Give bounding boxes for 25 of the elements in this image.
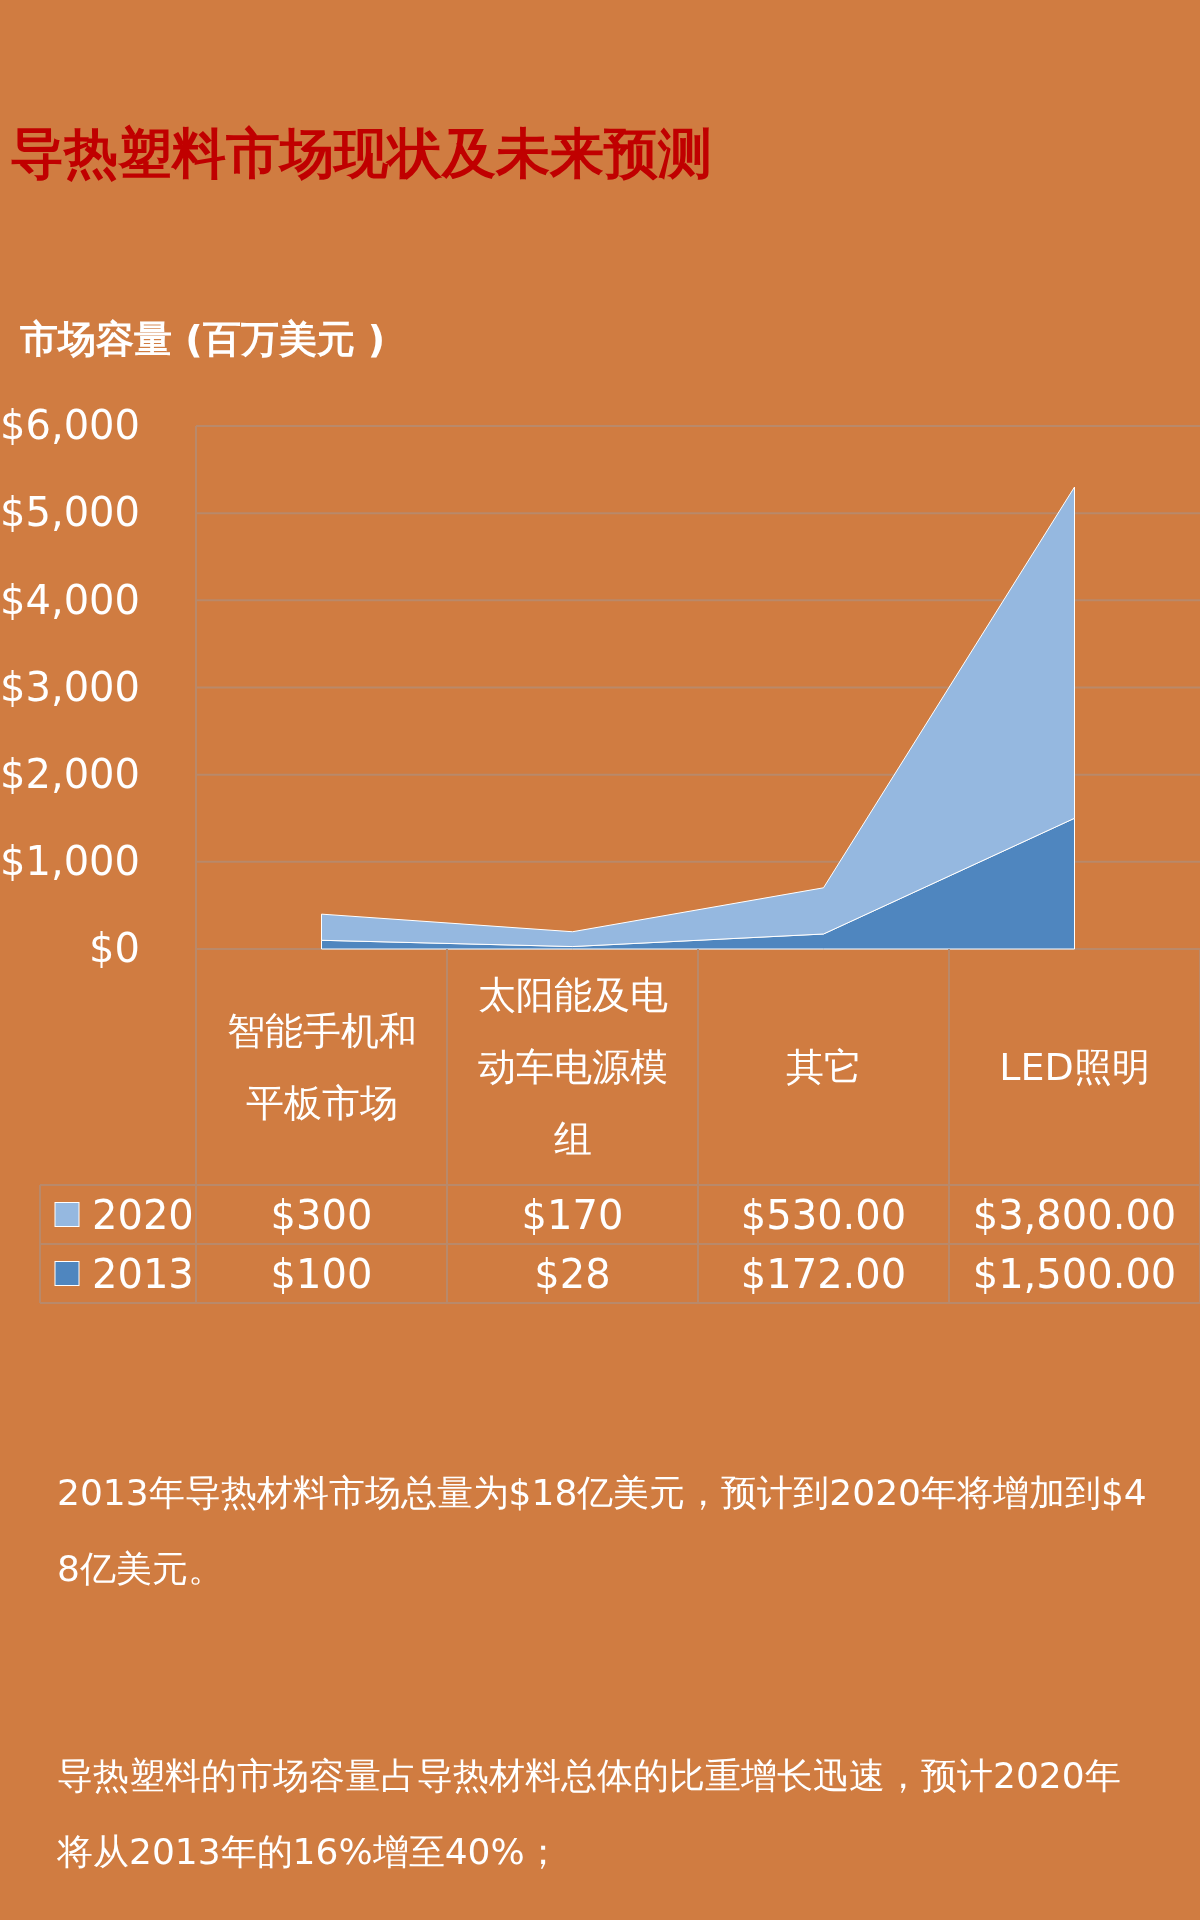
data-label: $172.00	[740, 1250, 907, 1297]
data-label: $100	[270, 1250, 373, 1297]
data-label: $300	[270, 1191, 373, 1238]
x-tick-label: 太阳能及电动车电源模组	[477, 973, 668, 1161]
x-tick-label: LED照明	[999, 1045, 1150, 1089]
text: 2013年导热材料市场总量为$18亿美元，预计到2020年将增加到$48亿美元。	[57, 1472, 1147, 1589]
y-tick-label: $1,000	[0, 838, 140, 885]
y-tick-label: $2,000	[0, 750, 140, 797]
data-label: $530.00	[740, 1191, 907, 1238]
data-label: $3,800.00	[972, 1191, 1177, 1238]
y-tick-label: $3,000	[0, 663, 140, 710]
legend-label: 2020	[92, 1191, 194, 1238]
chart-title: 导热塑料市场现状及未来预测	[10, 122, 712, 185]
x-tick-label: 智能手机和平板市场	[226, 1009, 417, 1125]
y-axis-title: 市场容量 (百万美元 )	[20, 317, 386, 361]
y-tick-label: $4,000	[0, 576, 140, 623]
text: 导热塑料的市场容量占导热材料总体的比重增长迅速，预计2020年将从2013年的16%增至40%；	[56, 1755, 1121, 1872]
data-label: $1,500.00	[972, 1250, 1177, 1297]
x-tick-label: 其它	[785, 1045, 862, 1089]
data-label: $170	[521, 1191, 624, 1238]
y-tick-label: $6,000	[0, 402, 140, 449]
legend-label: 2013	[92, 1250, 194, 1297]
data-label: $28	[534, 1250, 611, 1297]
y-tick-label: $5,000	[0, 489, 140, 536]
y-tick-label: $0	[89, 925, 140, 972]
